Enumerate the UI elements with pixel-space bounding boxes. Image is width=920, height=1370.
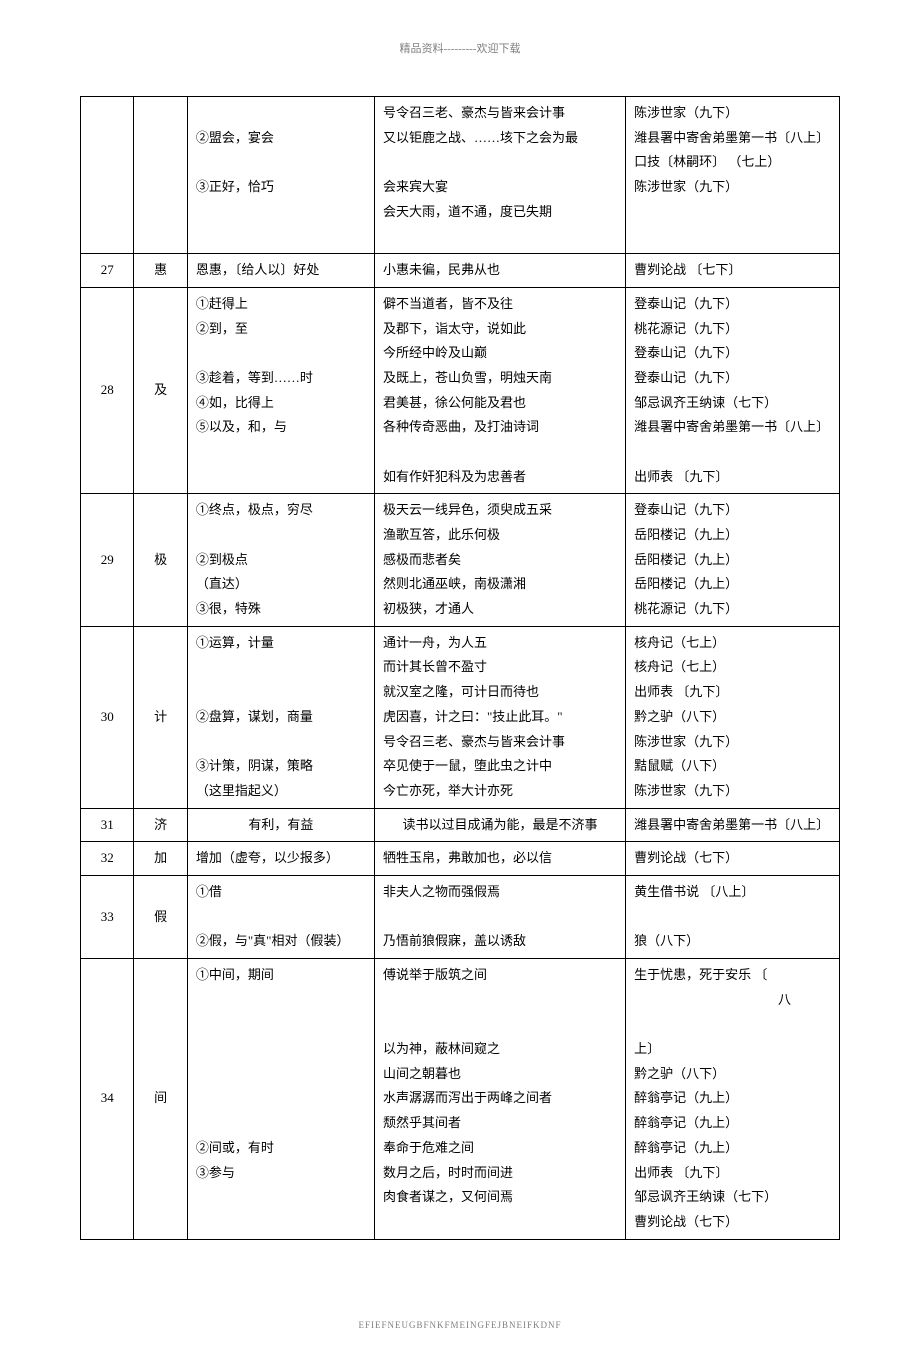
row-character: 及: [134, 287, 187, 494]
row-number: 29: [81, 494, 134, 626]
row-number: 34: [81, 959, 134, 1240]
row-number: 27: [81, 254, 134, 288]
definition-cell: 增加（虚夸，以少报多）: [187, 842, 374, 876]
definition-cell: ①中间，期间 ②间或，有时③参与: [187, 959, 374, 1240]
row-character: 间: [134, 959, 187, 1240]
row-character: [134, 97, 187, 254]
document-page: 精品资料---------欢迎下载 ②盟会，宴会 ③正好，恰巧 号令召三老、豪杰…: [0, 0, 920, 1370]
example-cell: 牺牲玉帛，弗敢加也，必以信: [374, 842, 625, 876]
row-character: 极: [134, 494, 187, 626]
row-number: 33: [81, 875, 134, 958]
source-cell: 曹刿论战 〔七下〕: [626, 254, 840, 288]
header-note: 精品资料---------欢迎下载: [80, 40, 840, 56]
source-cell: 生于忧患，死于安乐 〔八上〕黔之驴（八下）醉翁亭记（九上）醉翁亭记（九上）醉翁亭…: [626, 959, 840, 1240]
example-cell: 通计一舟，为人五而计其长曾不盈寸就汉室之隆，可计日而待也虎因喜，计之曰："技止此…: [374, 626, 625, 808]
row-character: 计: [134, 626, 187, 808]
example-cell: 非夫人之物而强假焉 乃悟前狼假寐，盖以诱敌: [374, 875, 625, 958]
definition-cell: ①终点，极点，穷尽 ②到极点（直达）③很，特殊: [187, 494, 374, 626]
source-cell: 陈涉世家（九下）潍县署中寄舍弟墨第一书〔八上〕口技〔林嗣环〕 （七上）陈涉世家（…: [626, 97, 840, 254]
definition-cell: ②盟会，宴会 ③正好，恰巧: [187, 97, 374, 254]
source-cell: 登泰山记（九下）岳阳楼记（九上）岳阳楼记（九上）岳阳楼记（九上）桃花源记（九下）: [626, 494, 840, 626]
definition-cell: 有利，有益: [187, 808, 374, 842]
row-number: [81, 97, 134, 254]
source-cell: 黄生借书说 〔八上〕 狼（八下）: [626, 875, 840, 958]
source-cell: 潍县署中寄舍弟墨第一书〔八上〕: [626, 808, 840, 842]
example-cell: 号令召三老、豪杰与皆来会计事又以钜鹿之战、……垓下之会为最 会来宾大宴会天大雨，…: [374, 97, 625, 254]
definition-cell: ①赶得上②到，至 ③趁着，等到……时④如，比得上⑤以及，和，与: [187, 287, 374, 494]
example-cell: 小惠未徧，民弗从也: [374, 254, 625, 288]
row-number: 28: [81, 287, 134, 494]
definition-cell: ①运算，计量 ②盘算，谋划，商量 ③计策，阴谋，策略（这里指起义）: [187, 626, 374, 808]
row-character: 假: [134, 875, 187, 958]
source-cell: 核舟记（七上）核舟记（七上）出师表 〔九下〕黔之驴（八下）陈涉世家（九下）黠鼠赋…: [626, 626, 840, 808]
row-character: 加: [134, 842, 187, 876]
definition-cell: 恩惠，〔给人以〕好处: [187, 254, 374, 288]
row-character: 济: [134, 808, 187, 842]
example-cell: 极天云一线异色，须臾成五采渔歌互答，此乐何极感极而悲者矣然则北通巫峡，南极潇湘初…: [374, 494, 625, 626]
example-cell: 读书以过目成诵为能，最是不济事: [374, 808, 625, 842]
example-cell: 僻不当道者，皆不及往及郡下，诣太守，说如此今所经中岭及山巅及既上，苍山负雪，明烛…: [374, 287, 625, 494]
example-cell: 傅说举于版筑之间 以为神，蔽林间窥之山间之朝暮也水声潺潺而泻出于两峰之间者颓然乎…: [374, 959, 625, 1240]
footer-code: EFIEFNEUGBFNKFMEINGFEJBNEIFKDNF: [80, 1320, 840, 1330]
source-cell: 曹刿论战（七下）: [626, 842, 840, 876]
source-cell: 登泰山记（九下）桃花源记（九下）登泰山记（九下）登泰山记（九下）邹忌讽齐王纳谏（…: [626, 287, 840, 494]
row-number: 30: [81, 626, 134, 808]
row-number: 32: [81, 842, 134, 876]
row-character: 惠: [134, 254, 187, 288]
row-number: 31: [81, 808, 134, 842]
vocabulary-table: ②盟会，宴会 ③正好，恰巧 号令召三老、豪杰与皆来会计事又以钜鹿之战、……垓下之…: [80, 96, 840, 1240]
definition-cell: ①借 ②假，与"真"相对（假装）: [187, 875, 374, 958]
